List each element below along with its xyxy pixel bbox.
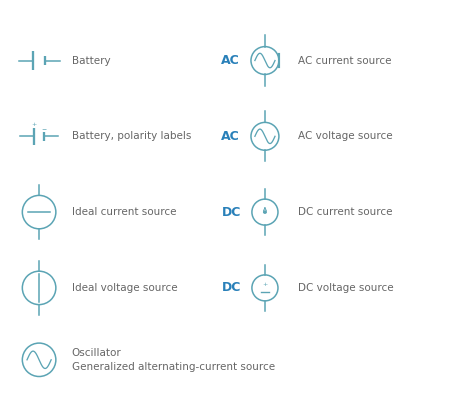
Text: DC: DC <box>222 281 242 295</box>
Text: AC current source: AC current source <box>298 56 391 66</box>
Text: DC: DC <box>222 206 242 219</box>
Text: Battery, polarity labels: Battery, polarity labels <box>72 131 191 141</box>
Text: AC: AC <box>220 130 239 143</box>
Text: DC current source: DC current source <box>298 207 392 217</box>
Text: AC: AC <box>220 54 239 67</box>
Text: Ideal current source: Ideal current source <box>72 207 176 217</box>
Text: Ideal voltage source: Ideal voltage source <box>72 283 177 293</box>
Text: Oscillator
Generalized alternating-current source: Oscillator Generalized alternating-curre… <box>72 348 275 372</box>
Text: AC voltage source: AC voltage source <box>298 131 392 141</box>
Text: Battery: Battery <box>72 56 110 66</box>
Text: DC voltage source: DC voltage source <box>298 283 393 293</box>
Text: −: − <box>42 126 47 131</box>
Text: +: + <box>262 282 267 287</box>
Circle shape <box>264 211 266 213</box>
Text: +: + <box>31 121 36 127</box>
